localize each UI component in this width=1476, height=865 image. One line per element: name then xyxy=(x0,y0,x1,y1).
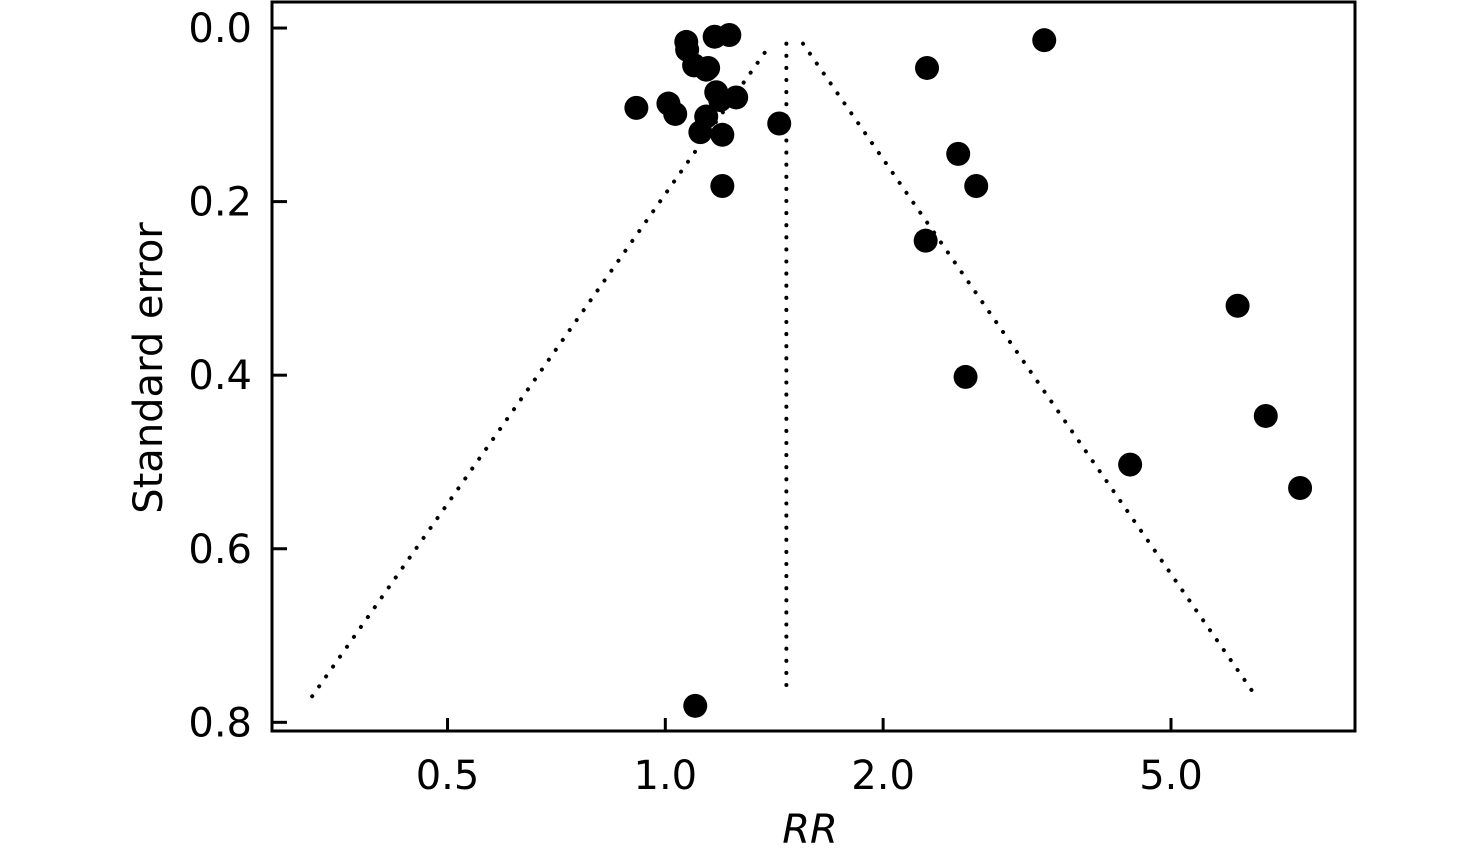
funnel-line xyxy=(801,41,1258,699)
data-point xyxy=(663,101,688,126)
y-tick-label: 0.6 xyxy=(188,527,252,573)
x-axis-label: RR xyxy=(782,807,838,853)
data-point xyxy=(913,228,938,253)
data-point xyxy=(946,141,971,166)
x-tick-label: 5.0 xyxy=(1139,753,1203,799)
data-point xyxy=(710,173,735,198)
data-point xyxy=(710,122,735,147)
funnel-line xyxy=(310,41,774,699)
data-point xyxy=(1032,28,1057,53)
x-tick-label: 2.0 xyxy=(851,753,915,799)
y-axis-label: Standard error xyxy=(126,222,172,514)
y-tick-label: 0.2 xyxy=(188,180,252,226)
data-point xyxy=(1225,293,1250,318)
y-tick-label: 0.4 xyxy=(188,353,252,399)
x-tick-label: 1.0 xyxy=(634,753,698,799)
data-point xyxy=(953,364,978,389)
data-point xyxy=(696,55,721,80)
data-point xyxy=(708,88,733,113)
y-tick-label: 0.0 xyxy=(188,6,252,52)
data-point xyxy=(964,173,989,198)
data-point xyxy=(1253,403,1278,428)
x-tick-label: 0.5 xyxy=(416,753,480,799)
data-point xyxy=(683,693,708,718)
data-point xyxy=(624,95,649,120)
data-point xyxy=(767,111,792,136)
data-point xyxy=(688,120,713,145)
data-point xyxy=(1118,452,1143,477)
data-point xyxy=(915,55,940,80)
y-tick-label: 0.8 xyxy=(188,700,252,746)
data-point xyxy=(717,22,742,47)
plot-frame xyxy=(270,0,1357,733)
data-point xyxy=(1288,476,1313,500)
